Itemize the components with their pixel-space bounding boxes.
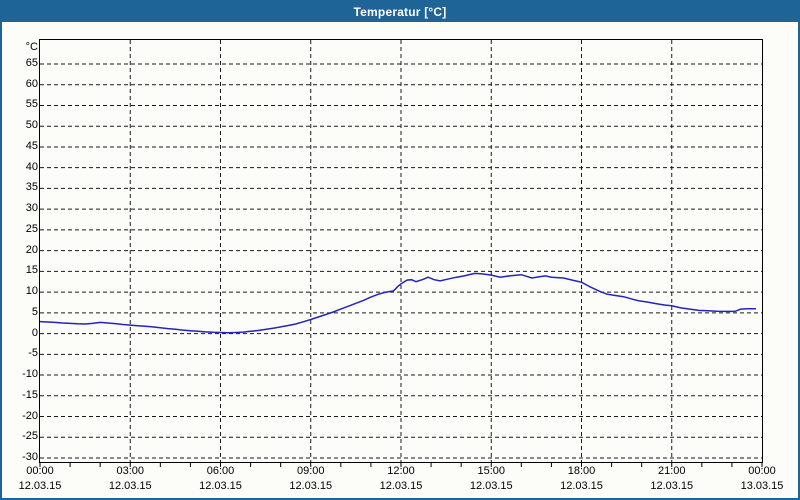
- y-axis-tick-label: 10: [25, 285, 38, 298]
- window-title: Temperatur [°C]: [353, 5, 447, 19]
- y-axis-tick-label: 20: [25, 243, 38, 256]
- x-tick-time: 21:00: [657, 465, 686, 477]
- x-axis-tick-label: 09:00 12.03.15: [271, 464, 351, 493]
- y-axis-tick-label: -20: [22, 409, 38, 422]
- x-tick-time: 03:00: [116, 465, 145, 477]
- x-tick-time: 00:00: [748, 465, 776, 477]
- y-axis-labels: 65 60 55 50 45 40 35 30 25 20 15 10 5 0 -5 -10 -15 -20 -25…: [2, 22, 38, 498]
- x-tick-date: 12.03.15: [650, 480, 694, 492]
- x-tick-date: 12.03.15: [199, 480, 242, 492]
- y-axis-tick-label: 45: [25, 139, 38, 152]
- x-tick-time: 18:00: [567, 465, 596, 477]
- title-bar: Temperatur [°C]: [2, 2, 798, 22]
- y-axis-tick-label: 0: [31, 326, 38, 339]
- x-axis-tick-label: 00:00 12.03.15: [2, 464, 80, 493]
- x-tick-date: 13.03.15: [740, 480, 784, 492]
- x-tick-date: 12.03.15: [560, 480, 603, 492]
- x-axis-tick-label: 06:00 12.03.15: [181, 464, 261, 493]
- y-axis-tick-label: -5: [28, 347, 38, 360]
- x-tick-date: 12.03.15: [108, 480, 152, 492]
- x-tick-time: 09:00: [296, 465, 325, 477]
- y-axis-tick-label: 30: [25, 202, 38, 215]
- x-tick-time: 12:00: [387, 465, 415, 477]
- x-tick-time: 15:00: [477, 465, 506, 477]
- x-axis-tick-label: 12:00 12.03.15: [361, 464, 441, 493]
- y-axis-tick-label: 65: [25, 57, 38, 69]
- y-axis-tick-label: 50: [25, 119, 38, 132]
- x-tick-date: 12.03.15: [469, 480, 513, 492]
- x-tick-date: 12.03.15: [379, 480, 423, 492]
- x-tick-date: 12.03.15: [18, 480, 62, 492]
- y-axis-unit-label: °C: [25, 41, 38, 53]
- x-axis-tick-label: 21:00 12.03.15: [632, 464, 712, 493]
- y-axis-tick-label: 40: [25, 160, 38, 173]
- y-axis-tick-label: 25: [25, 222, 38, 235]
- x-axis-tick-label: 18:00 12.03.15: [542, 464, 622, 493]
- y-axis-tick-label: -10: [22, 368, 38, 381]
- y-axis-tick-label: 55: [25, 98, 38, 111]
- y-axis-tick-label: 5: [31, 305, 38, 318]
- chart-area: °C 65 60 55 50 45 40 35 30 25 20 15 10 5 0 -5 -10 -15 -20…: [2, 22, 798, 498]
- x-tick-time: 06:00: [206, 465, 235, 477]
- x-tick-time: 00:00: [26, 465, 54, 477]
- y-axis-tick-label: 15: [25, 264, 38, 277]
- x-axis-tick-label: 00:00 13.03.15: [722, 464, 798, 493]
- y-axis-tick-label: -30: [22, 451, 38, 463]
- x-axis-tick-label: 03:00 12.03.15: [90, 464, 170, 493]
- x-axis-labels: 00:00 12.03.15 03:00 12.03.15 06:00 12.03.15 0…: [2, 22, 798, 498]
- y-axis-tick-label: -15: [22, 388, 38, 401]
- x-tick-date: 12.03.15: [289, 480, 333, 492]
- y-axis-tick-label: 60: [25, 77, 38, 90]
- y-axis-tick-label: -25: [22, 430, 38, 443]
- temperature-line-chart: [39, 39, 763, 467]
- x-axis-tick-label: 15:00 12.03.15: [451, 464, 531, 493]
- y-axis-tick-label: 35: [25, 181, 38, 194]
